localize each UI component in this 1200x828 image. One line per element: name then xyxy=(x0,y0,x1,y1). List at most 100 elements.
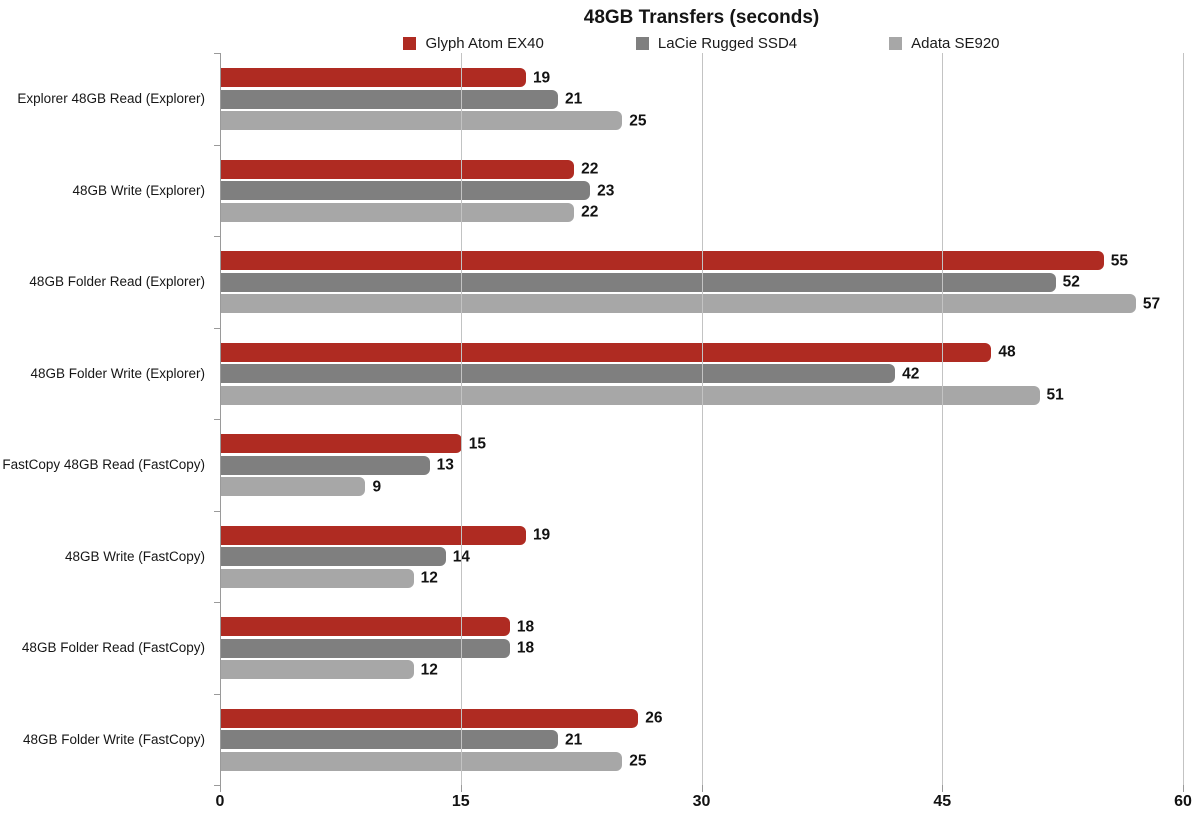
bar: 12 xyxy=(221,568,438,588)
legend-label: Adata SE920 xyxy=(911,34,1000,52)
legend-label: LaCie Rugged SSD4 xyxy=(657,34,798,52)
legend-swatch-icon xyxy=(889,36,903,50)
bar-value-label: 19 xyxy=(532,526,551,544)
category-boundary-tick xyxy=(214,510,220,512)
bar: 19 xyxy=(221,525,550,545)
value-axis: 0 15 30 45 60 xyxy=(216,793,1192,815)
chart-title: 48GB Transfers (seconds) xyxy=(583,7,820,28)
bar: 9 xyxy=(221,477,381,496)
bar: 51 xyxy=(221,385,1064,405)
bar-value-label: 21 xyxy=(565,90,583,108)
bar: 22 xyxy=(221,159,598,179)
category-label: 48GB Write (Explorer) xyxy=(72,182,205,198)
category-boundary-tick xyxy=(214,785,220,786)
bar-value-label: 26 xyxy=(645,709,663,727)
bar: 18 xyxy=(221,617,534,636)
category-boundary-tick xyxy=(214,144,220,146)
category-label: 48GB Folder Write (FastCopy) xyxy=(22,731,205,747)
bar: 42 xyxy=(221,364,919,383)
legend-item: LaCie Rugged SSD4 xyxy=(635,34,798,52)
x-axis-tick xyxy=(701,785,703,792)
x-axis-tick xyxy=(942,785,944,792)
bar-value-label: 21 xyxy=(565,730,583,748)
bar-group: 19 21 25 xyxy=(221,53,1184,145)
bar-value-label: 12 xyxy=(420,660,438,678)
legend: Glyph Atom EX40 LaCie Rugged SSD4 Adata SE… xyxy=(220,33,1183,53)
x-axis-tick xyxy=(460,785,462,792)
bar-value-label: 42 xyxy=(902,364,920,382)
category-boundary-tick xyxy=(214,419,220,420)
x-axis-tick-label: 30 xyxy=(692,793,711,810)
bar-value-label: 22 xyxy=(581,160,599,178)
bar-value-label: 22 xyxy=(581,203,599,221)
bar: 23 xyxy=(221,181,614,200)
category-boundary-tick xyxy=(214,236,220,237)
y-axis-line xyxy=(220,53,221,792)
bar: 12 xyxy=(221,660,438,679)
bar-value-label: 12 xyxy=(420,569,438,587)
bar: 21 xyxy=(221,89,582,109)
legend-item: Glyph Atom EX40 xyxy=(403,34,544,52)
bar-value-label: 15 xyxy=(468,434,486,452)
x-axis-tick-label: 60 xyxy=(1174,793,1192,810)
gridline xyxy=(460,53,462,792)
category-boundary-tick xyxy=(214,53,220,54)
bar-group: 15 13 9 xyxy=(221,419,1184,511)
bar-group: 26 21 25 xyxy=(221,694,1184,786)
bar-group: 18 18 12 xyxy=(221,602,1184,694)
plot-area: 1921252223225552574842511513919141218181… xyxy=(214,53,1184,792)
category-boundary-tick xyxy=(214,693,220,695)
bar-value-label: 9 xyxy=(372,477,382,495)
bar: 55 xyxy=(221,251,1128,270)
gridline xyxy=(1183,53,1184,792)
category-label: Explorer 48GB Read (Explorer) xyxy=(17,91,205,107)
gridline xyxy=(701,53,703,792)
bar-value-label: 48 xyxy=(998,343,1016,361)
bar-value-label: 18 xyxy=(516,617,535,635)
legend-swatch-icon xyxy=(403,36,417,50)
bar-value-label: 25 xyxy=(629,111,647,129)
bar: 57 xyxy=(221,294,1160,313)
bar: 14 xyxy=(221,547,470,566)
category-label: FastCopy 48GB Read (FastCopy) xyxy=(2,457,205,473)
bar: 15 xyxy=(221,434,486,453)
bar: 13 xyxy=(221,455,454,475)
legend-label: Glyph Atom EX40 xyxy=(425,34,544,52)
x-axis-tick-label: 45 xyxy=(933,793,952,810)
x-axis-tick xyxy=(1183,785,1184,792)
category-axis: Explorer 48GB Read (Explorer) 48GB Write … xyxy=(0,53,205,785)
category-label: 48GB Folder Write (Explorer) xyxy=(30,365,205,381)
legend-item: Adata SE920 xyxy=(889,34,1000,52)
x-axis-tick-label: 0 xyxy=(215,793,225,810)
bar-value-label: 13 xyxy=(436,456,454,474)
category-boundary-tick xyxy=(214,602,220,603)
bar-value-label: 52 xyxy=(1062,273,1080,291)
category-label: 48GB Write (FastCopy) xyxy=(64,548,205,564)
gridline xyxy=(942,53,944,792)
bar: 22 xyxy=(221,202,598,222)
x-axis-tick-label: 15 xyxy=(451,793,470,810)
bar: 25 xyxy=(221,111,647,130)
bar-value-label: 18 xyxy=(516,639,535,657)
bar-value-label: 51 xyxy=(1046,386,1064,404)
bar: 48 xyxy=(221,342,1016,362)
bar: 52 xyxy=(221,272,1080,292)
bar-group: 19 14 12 xyxy=(221,511,1184,603)
bar-value-label: 55 xyxy=(1110,251,1128,269)
bar-value-label: 57 xyxy=(1142,294,1161,312)
bar-group: 22 23 22 xyxy=(221,145,1184,237)
bar-rows: 1921252223225552574842511513919141218181… xyxy=(221,53,1184,785)
bar: 19 xyxy=(221,68,550,87)
bar-value-label: 23 xyxy=(597,181,615,199)
bar: 21 xyxy=(221,730,582,749)
bar-value-label: 19 xyxy=(532,68,551,86)
legend-swatch-icon xyxy=(635,36,649,50)
bar: 25 xyxy=(221,751,647,771)
bar-value-label: 25 xyxy=(629,752,647,770)
bar: 26 xyxy=(221,708,663,728)
category-boundary-tick xyxy=(214,327,220,329)
bar: 18 xyxy=(221,638,534,658)
category-label: 48GB Folder Read (FastCopy) xyxy=(21,640,205,656)
category-label: 48GB Folder Read (Explorer) xyxy=(29,274,205,290)
